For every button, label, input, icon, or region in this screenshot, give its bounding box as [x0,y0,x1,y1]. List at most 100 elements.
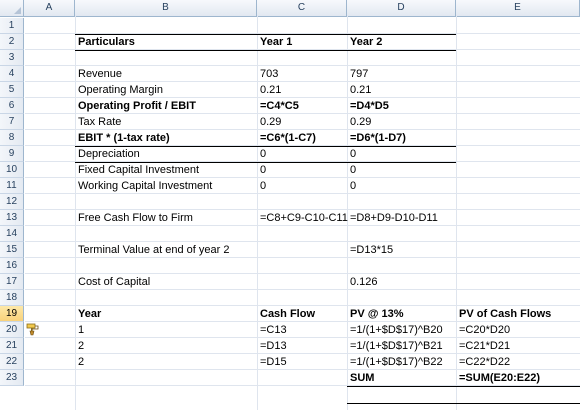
cell-b4[interactable]: Revenue [78,68,123,80]
cell-c5[interactable]: 0.21 [260,84,282,96]
cell-e19[interactable]: PV of Cash Flows [459,308,552,320]
grid-row [25,194,580,210]
grid-row [25,18,580,34]
cell-d6[interactable]: =D4*D5 [350,100,389,112]
cell-d23[interactable]: SUM [350,372,375,384]
cell-c20[interactable]: =C13 [260,324,287,336]
cell-b9[interactable]: Depreciation [78,148,140,160]
cell-d10[interactable]: 0 [350,164,357,176]
column-header-e[interactable]: E [456,0,580,16]
cell-b8[interactable]: EBIT * (1-tax rate) [78,132,170,144]
grid-row [25,98,580,114]
cell-c10[interactable]: 0 [260,164,267,176]
row-header-13[interactable]: 13 [0,210,24,226]
grid-row [25,82,580,98]
cell-d22[interactable]: =1/(1+$D$17)^B22 [350,356,443,368]
grid-row [25,306,580,322]
grid-row [25,354,580,370]
cell-b11[interactable]: Working Capital Investment [78,180,213,192]
row-header-17[interactable]: 17 [0,274,24,290]
row-header-14[interactable]: 14 [0,226,24,242]
cell-b17[interactable]: Cost of Capital [78,276,151,288]
cell-d7[interactable]: 0.29 [350,116,372,128]
row-header-21[interactable]: 21 [0,338,24,354]
row-header-8[interactable]: 8 [0,130,24,146]
row-header-2[interactable]: 2 [0,34,24,50]
cell-d21[interactable]: =1/(1+$D$17)^B21 [350,340,443,352]
row-header-11[interactable]: 11 [0,178,24,194]
grid-row [25,274,580,290]
cell-c11[interactable]: 0 [260,180,267,192]
cell-d15[interactable]: =D13*15 [350,244,394,256]
row-header-18[interactable]: 18 [0,290,24,306]
cell-c21[interactable]: =D13 [260,340,287,352]
row-header-12[interactable]: 12 [0,194,24,210]
column-header-d[interactable]: D [347,0,456,16]
row-header-7[interactable]: 7 [0,114,24,130]
cell-d20[interactable]: =1/(1+$D$17)^B20 [350,324,443,336]
cell-d19[interactable]: PV @ 13% [350,308,404,320]
row-header-15[interactable]: 15 [0,242,24,258]
cell-b19[interactable]: Year [78,308,102,320]
cell-c8[interactable]: =C6*(1-C7) [260,132,316,144]
column-header-b[interactable]: B [75,0,257,16]
cell-d2[interactable]: Year 2 [350,36,383,48]
cell-d9[interactable]: 0 [350,148,357,160]
cell-b5[interactable]: Operating Margin [78,84,163,96]
cell-e23[interactable]: =SUM(E20:E22) [459,372,541,384]
cell-d4[interactable]: 797 [350,68,369,80]
cell-b21[interactable]: 2 [78,340,85,352]
row-header-22[interactable]: 22 [0,354,24,370]
cell-c4[interactable]: 703 [260,68,279,80]
column-header-bar: A B C D E [0,0,580,17]
cell-b10[interactable]: Fixed Capital Investment [78,164,200,176]
cell-d8[interactable]: =D6*(1-D7) [350,132,406,144]
cell-d11[interactable]: 0 [350,180,357,192]
cell-d17[interactable]: 0.126 [350,276,378,288]
grid-row [25,50,580,66]
border-top-row2 [75,34,456,35]
row-header-1[interactable]: 1 [0,18,24,34]
column-header-a[interactable]: A [24,0,75,16]
row-header-19[interactable]: 19 [0,306,24,322]
cell-c19[interactable]: Cash Flow [260,308,316,320]
cell-c13[interactable]: =C8+C9-C10-C11 [260,212,348,224]
cell-e21[interactable]: =C21*D21 [459,340,511,352]
grid-row [25,146,580,162]
row-header-23[interactable]: 23 [0,370,24,386]
border-top-sum [347,386,456,387]
cell-b15[interactable]: Terminal Value at end of year 2 [78,244,230,256]
select-all-corner[interactable] [0,0,24,16]
cell-b22[interactable]: 2 [78,356,85,368]
row-header-9[interactable]: 9 [0,146,24,162]
cell-c2[interactable]: Year 1 [260,36,293,48]
row-header-10[interactable]: 10 [0,162,24,178]
grid-row [25,338,580,354]
row-header-3[interactable]: 3 [0,50,24,66]
cell-b13[interactable]: Free Cash Flow to Firm [78,212,193,224]
cell-c9[interactable]: 0 [260,148,267,160]
row-header-5[interactable]: 5 [0,82,24,98]
column-header-c[interactable]: C [257,0,347,16]
cell-c6[interactable]: =C4*C5 [260,100,299,112]
cell-b7[interactable]: Tax Rate [78,116,122,128]
grid-row [25,370,580,386]
row-header-6[interactable]: 6 [0,98,24,114]
cell-b2[interactable]: Particulars [78,36,135,48]
row-header-20[interactable]: 20 [0,322,24,338]
cell-e22[interactable]: =C22*D22 [459,356,511,368]
row-header-4[interactable]: 4 [0,66,24,82]
grid-row [25,242,580,258]
cell-e20[interactable]: =C20*D20 [459,324,511,336]
cell-b6[interactable]: Operating Profit / EBIT [78,100,196,112]
cell-c22[interactable]: =D15 [260,356,287,368]
grid-row [25,322,580,338]
cell-d13[interactable]: =D8+D9-D10-D11 [350,212,438,224]
cell-b20[interactable]: 1 [78,324,85,336]
format-painter-icon[interactable] [26,322,40,336]
cell-c7[interactable]: 0.29 [260,116,282,128]
row-header-16[interactable]: 16 [0,258,24,274]
grid-row [25,210,580,226]
grid-row [25,130,580,146]
cell-d5[interactable]: 0.21 [350,84,372,96]
